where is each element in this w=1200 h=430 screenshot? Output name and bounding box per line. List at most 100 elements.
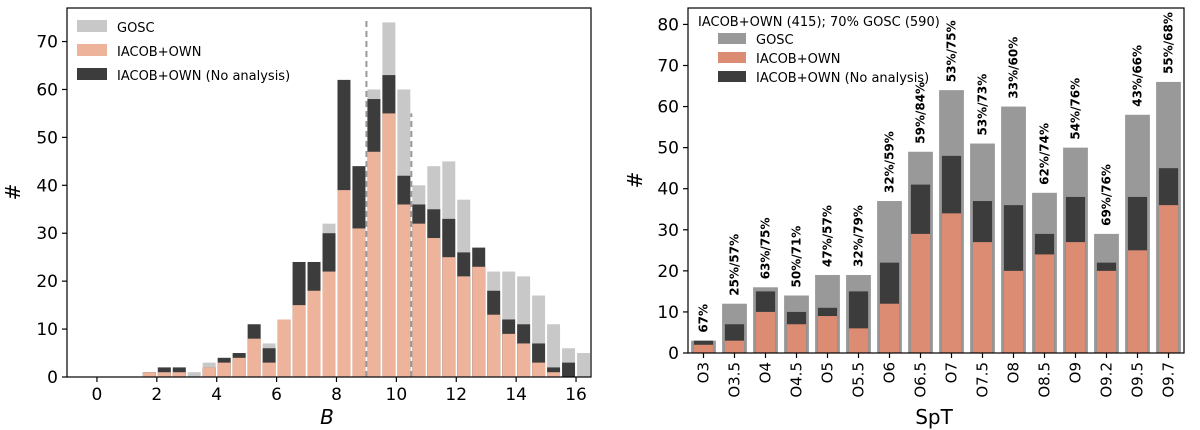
x-tick-label-O4: O4	[757, 362, 775, 383]
x-tick-label-O9.2: O9.2	[1098, 362, 1116, 398]
x-tick-label: 2	[151, 385, 162, 405]
left-x-axis-label: B	[320, 405, 334, 429]
no-analysis-bar-28	[562, 362, 576, 377]
x-tick-label: 10	[386, 385, 408, 405]
iacob-bar-O3	[693, 344, 714, 353]
gosc-bar-29	[577, 353, 590, 377]
y-tick-label: 60	[657, 98, 679, 118]
iacob-bar-17	[397, 204, 411, 377]
y-tick-label: 80	[657, 15, 679, 35]
iacob-bar-O5.5	[848, 328, 869, 353]
iacob-bar-O9.7	[1158, 205, 1179, 353]
legend-swatch-gosc	[718, 33, 746, 44]
bar-label-O8: 33%/60%	[1007, 37, 1021, 99]
iacob-bar-2	[172, 372, 186, 377]
x-tick-label-O3: O3	[695, 362, 713, 383]
stacked-bars	[691, 81, 1181, 354]
x-tick-label-O6: O6	[881, 362, 899, 383]
legend-label-no-analysis: IACOB+OWN (No analysis)	[756, 71, 929, 86]
y-tick-label: 0	[47, 368, 58, 388]
left-y-axis-label: #	[1, 184, 25, 201]
y-tick-label: 40	[36, 176, 58, 196]
iacob-bar-O4.5	[786, 324, 807, 353]
legend-swatch-gosc	[77, 20, 107, 32]
left-y-ticks: 0 10 20 30 40 50 60 70	[36, 33, 67, 388]
y-tick-label: 10	[657, 303, 679, 323]
x-tick-label-O7: O7	[943, 362, 961, 383]
iacob-bar-9	[277, 319, 291, 377]
legend-label-iacob-own: IACOB+OWN	[756, 52, 840, 67]
iacob-bar-27	[547, 372, 561, 377]
y-tick-label: 70	[657, 57, 679, 77]
iacob-bar-O4	[755, 311, 776, 353]
y-tick-label: 40	[657, 180, 679, 200]
iacob-bar-23	[487, 314, 501, 377]
iacob-bar-0	[142, 372, 156, 377]
b-magnitude-histogram: 0 2 4 6 8 10 12 14 16 0 10 20 30 40 50 60 70 B # GOSC I…	[1, 7, 592, 429]
bar-label-O4: 63%/75%	[759, 217, 773, 279]
iacob-bar-26	[532, 362, 546, 377]
iacob-bar-5	[217, 362, 231, 377]
iacob-bar-16	[382, 113, 396, 377]
bar-label-O7.5: 53%/73%	[976, 74, 990, 136]
iacob-bar-O8.5	[1034, 254, 1055, 353]
bar-label-O6: 32%/59%	[883, 131, 897, 193]
y-tick-label: 70	[36, 33, 58, 53]
left-axes-frame	[66, 7, 592, 378]
y-tick-label: 30	[36, 224, 58, 244]
legend-label-iacob-own: IACOB+OWN	[117, 45, 201, 60]
iacob-bar-15	[367, 151, 381, 377]
x-tick-label-O6.5: O6.5	[912, 362, 930, 398]
iacob-bar-19	[427, 238, 441, 377]
iacob-bar-7	[247, 338, 261, 377]
bar-label-O5.5: 32%/79%	[852, 205, 866, 267]
x-tick-label-O5.5: O5.5	[850, 362, 868, 398]
sample-summary-annotation: IACOB+OWN (415); 70% GOSC (590)	[698, 15, 940, 30]
right-x-ticks: O3 O3.5 O4 O4.5 O5 O5.5 O6 O6.5 O7 O7.5 O8 O8.5 O9 O9…	[695, 353, 1178, 398]
legend-swatch-iacob-own	[718, 52, 746, 63]
bar-label-O9.7: 55%/68%	[1162, 12, 1176, 74]
x-tick-label: 4	[211, 385, 222, 405]
x-tick-label-O8: O8	[1005, 362, 1023, 383]
iacob-bar-O3.5	[724, 340, 745, 353]
bar-percentage-labels: 67% 25%/57% 63%/75% 50%/71% 47%/57% 32%/79% 32…	[697, 12, 1176, 333]
x-tick-label-O7.5: O7.5	[974, 362, 992, 398]
bar-label-O4.5: 50%/71%	[790, 226, 804, 288]
legend-swatch-iacob-own	[77, 44, 107, 56]
iacob-bar-O8	[1003, 270, 1024, 353]
iacob-bar-O6	[879, 303, 900, 353]
iacob-bar-24	[502, 333, 516, 377]
iacob-bar-20	[442, 257, 456, 377]
bar-label-O9.2: 69%/76%	[1100, 164, 1114, 226]
left-x-ticks: 0 2 4 6 8 10 12 14 16	[92, 377, 587, 405]
legend-label-gosc: GOSC	[117, 21, 155, 36]
iacob-bar-O9.5	[1127, 250, 1148, 353]
x-tick-label-O3.5: O3.5	[726, 362, 744, 398]
histogram-bars	[142, 22, 590, 378]
x-tick-label-O4.5: O4.5	[788, 362, 806, 398]
iacob-bar-25	[517, 343, 531, 377]
iacob-bar-13	[337, 190, 351, 377]
bar-label-O6.5: 59%/84%	[914, 82, 928, 144]
iacob-bar-8	[262, 362, 276, 377]
iacob-bar-18	[412, 223, 426, 377]
right-legend: GOSC IACOB+OWN IACOB+OWN (No analysis)	[718, 33, 929, 86]
bar-label-O9.5: 43%/66%	[1131, 45, 1145, 107]
iacob-bar-O7	[941, 213, 962, 353]
bar-label-O5: 47%/57%	[821, 205, 835, 267]
iacob-bar-O6.5	[910, 233, 931, 353]
x-tick-label-O5: O5	[819, 362, 837, 383]
bar-label-O3: 67%	[697, 304, 711, 333]
x-tick-label: 0	[92, 385, 103, 405]
iacob-bar-O7.5	[972, 242, 993, 353]
iacob-bar-O9	[1065, 242, 1086, 353]
y-tick-label: 20	[36, 272, 58, 292]
dashed-limit-lines	[365, 17, 413, 377]
iacob-bar-21	[457, 276, 471, 377]
x-tick-label-O9.5: O9.5	[1129, 362, 1147, 398]
bar-label-O9: 54%/76%	[1069, 78, 1083, 140]
iacob-bar-11	[307, 290, 321, 377]
x-tick-label: 12	[445, 385, 467, 405]
iacob-bar-4	[202, 367, 216, 377]
